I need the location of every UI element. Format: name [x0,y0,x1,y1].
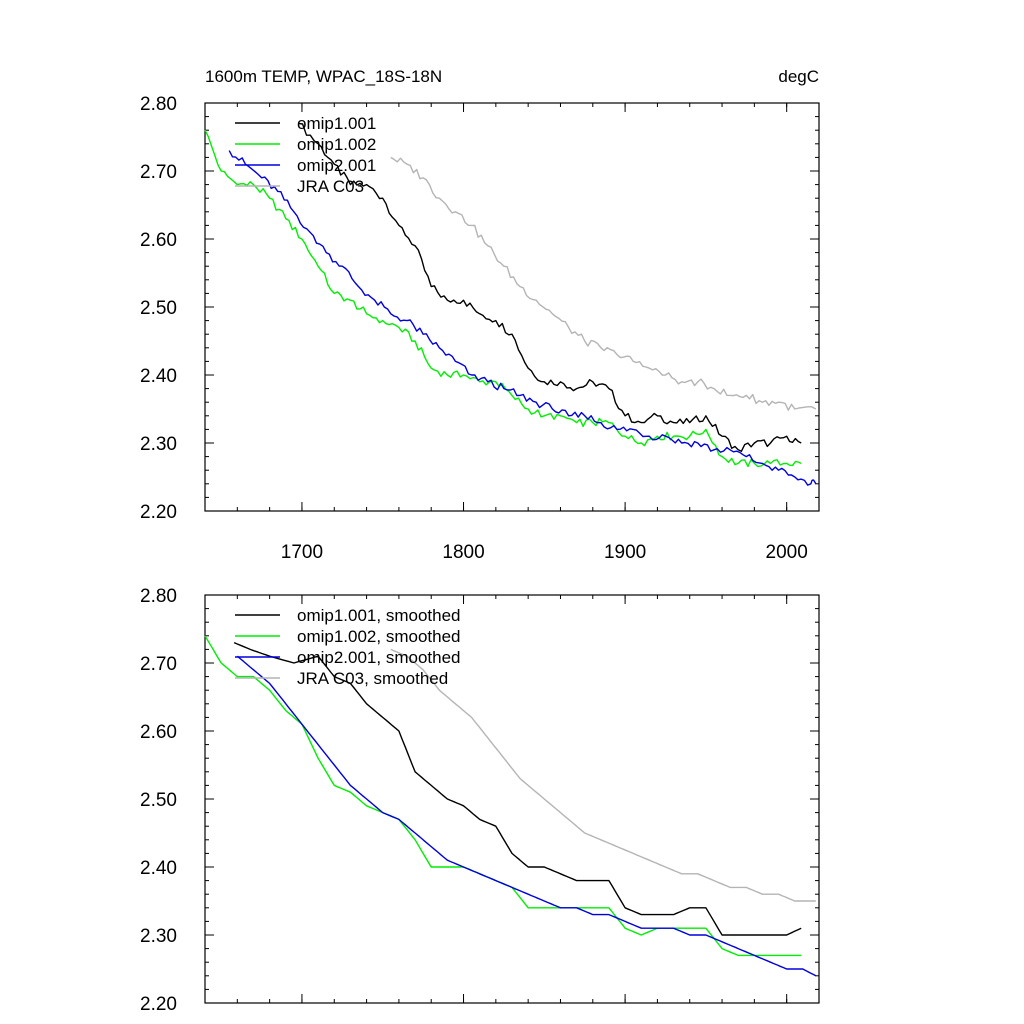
x-tick-label: 1800 [442,542,484,563]
series-line-omip1-002 [204,129,802,468]
y-tick-label: 2.50 [140,298,177,319]
x-tick-label: 2000 [766,542,808,563]
legend-label: JRA C03 [297,177,364,196]
legend-label: omip1.001, smoothed [297,606,461,625]
y-tick-label: 2.30 [140,434,177,455]
y-tick-label: 2.80 [140,94,177,115]
plot-title: 1600m TEMP, WPAC_18S-18N [205,67,442,86]
legend-label: omip2.001 [297,156,376,175]
legend-label: omip1.001 [297,114,376,133]
series-line-omip1-001 [298,122,802,452]
y-tick-label: 2.20 [140,502,177,523]
y-tick-label: 2.70 [140,162,177,183]
y-tick-label: 2.40 [140,858,177,879]
x-tick-label: 1900 [604,542,646,563]
series-line-omip1-001 [233,641,802,936]
y-tick-label: 2.20 [140,994,177,1015]
y-tick-label: 2.30 [140,926,177,947]
y-tick-label: 2.80 [140,586,177,607]
y-tick-label: 2.70 [140,654,177,675]
y-tick-label: 2.50 [140,790,177,811]
legend-label: omip1.002 [297,135,376,154]
legend-label: omip2.001, smoothed [297,648,461,667]
legend-label: JRA C03, smoothed [297,669,448,688]
panel-bottom-chart: 2.20 2.30 2.40 2.50 2.60 2.70 2.80 omip1.001, s… [140,586,820,1015]
panel-top-chart: 2.20 2.30 2.40 2.50 2.60 2.70 2.80 1700 1800 1900… [140,94,820,563]
series-line-jra-c03 [390,156,817,411]
legend-label: omip1.002, smoothed [297,627,461,646]
series-line-jra-c03 [390,648,816,902]
series-line-omip2-001 [228,150,817,486]
units-label: degC [778,67,819,86]
x-tick-label: 1700 [281,542,323,563]
series-line-omip1-002 [204,635,802,957]
series-line-omip2-001 [236,655,817,977]
y-tick-label: 2.60 [140,230,177,251]
y-tick-label: 2.60 [140,722,177,743]
y-tick-label: 2.40 [140,366,177,387]
